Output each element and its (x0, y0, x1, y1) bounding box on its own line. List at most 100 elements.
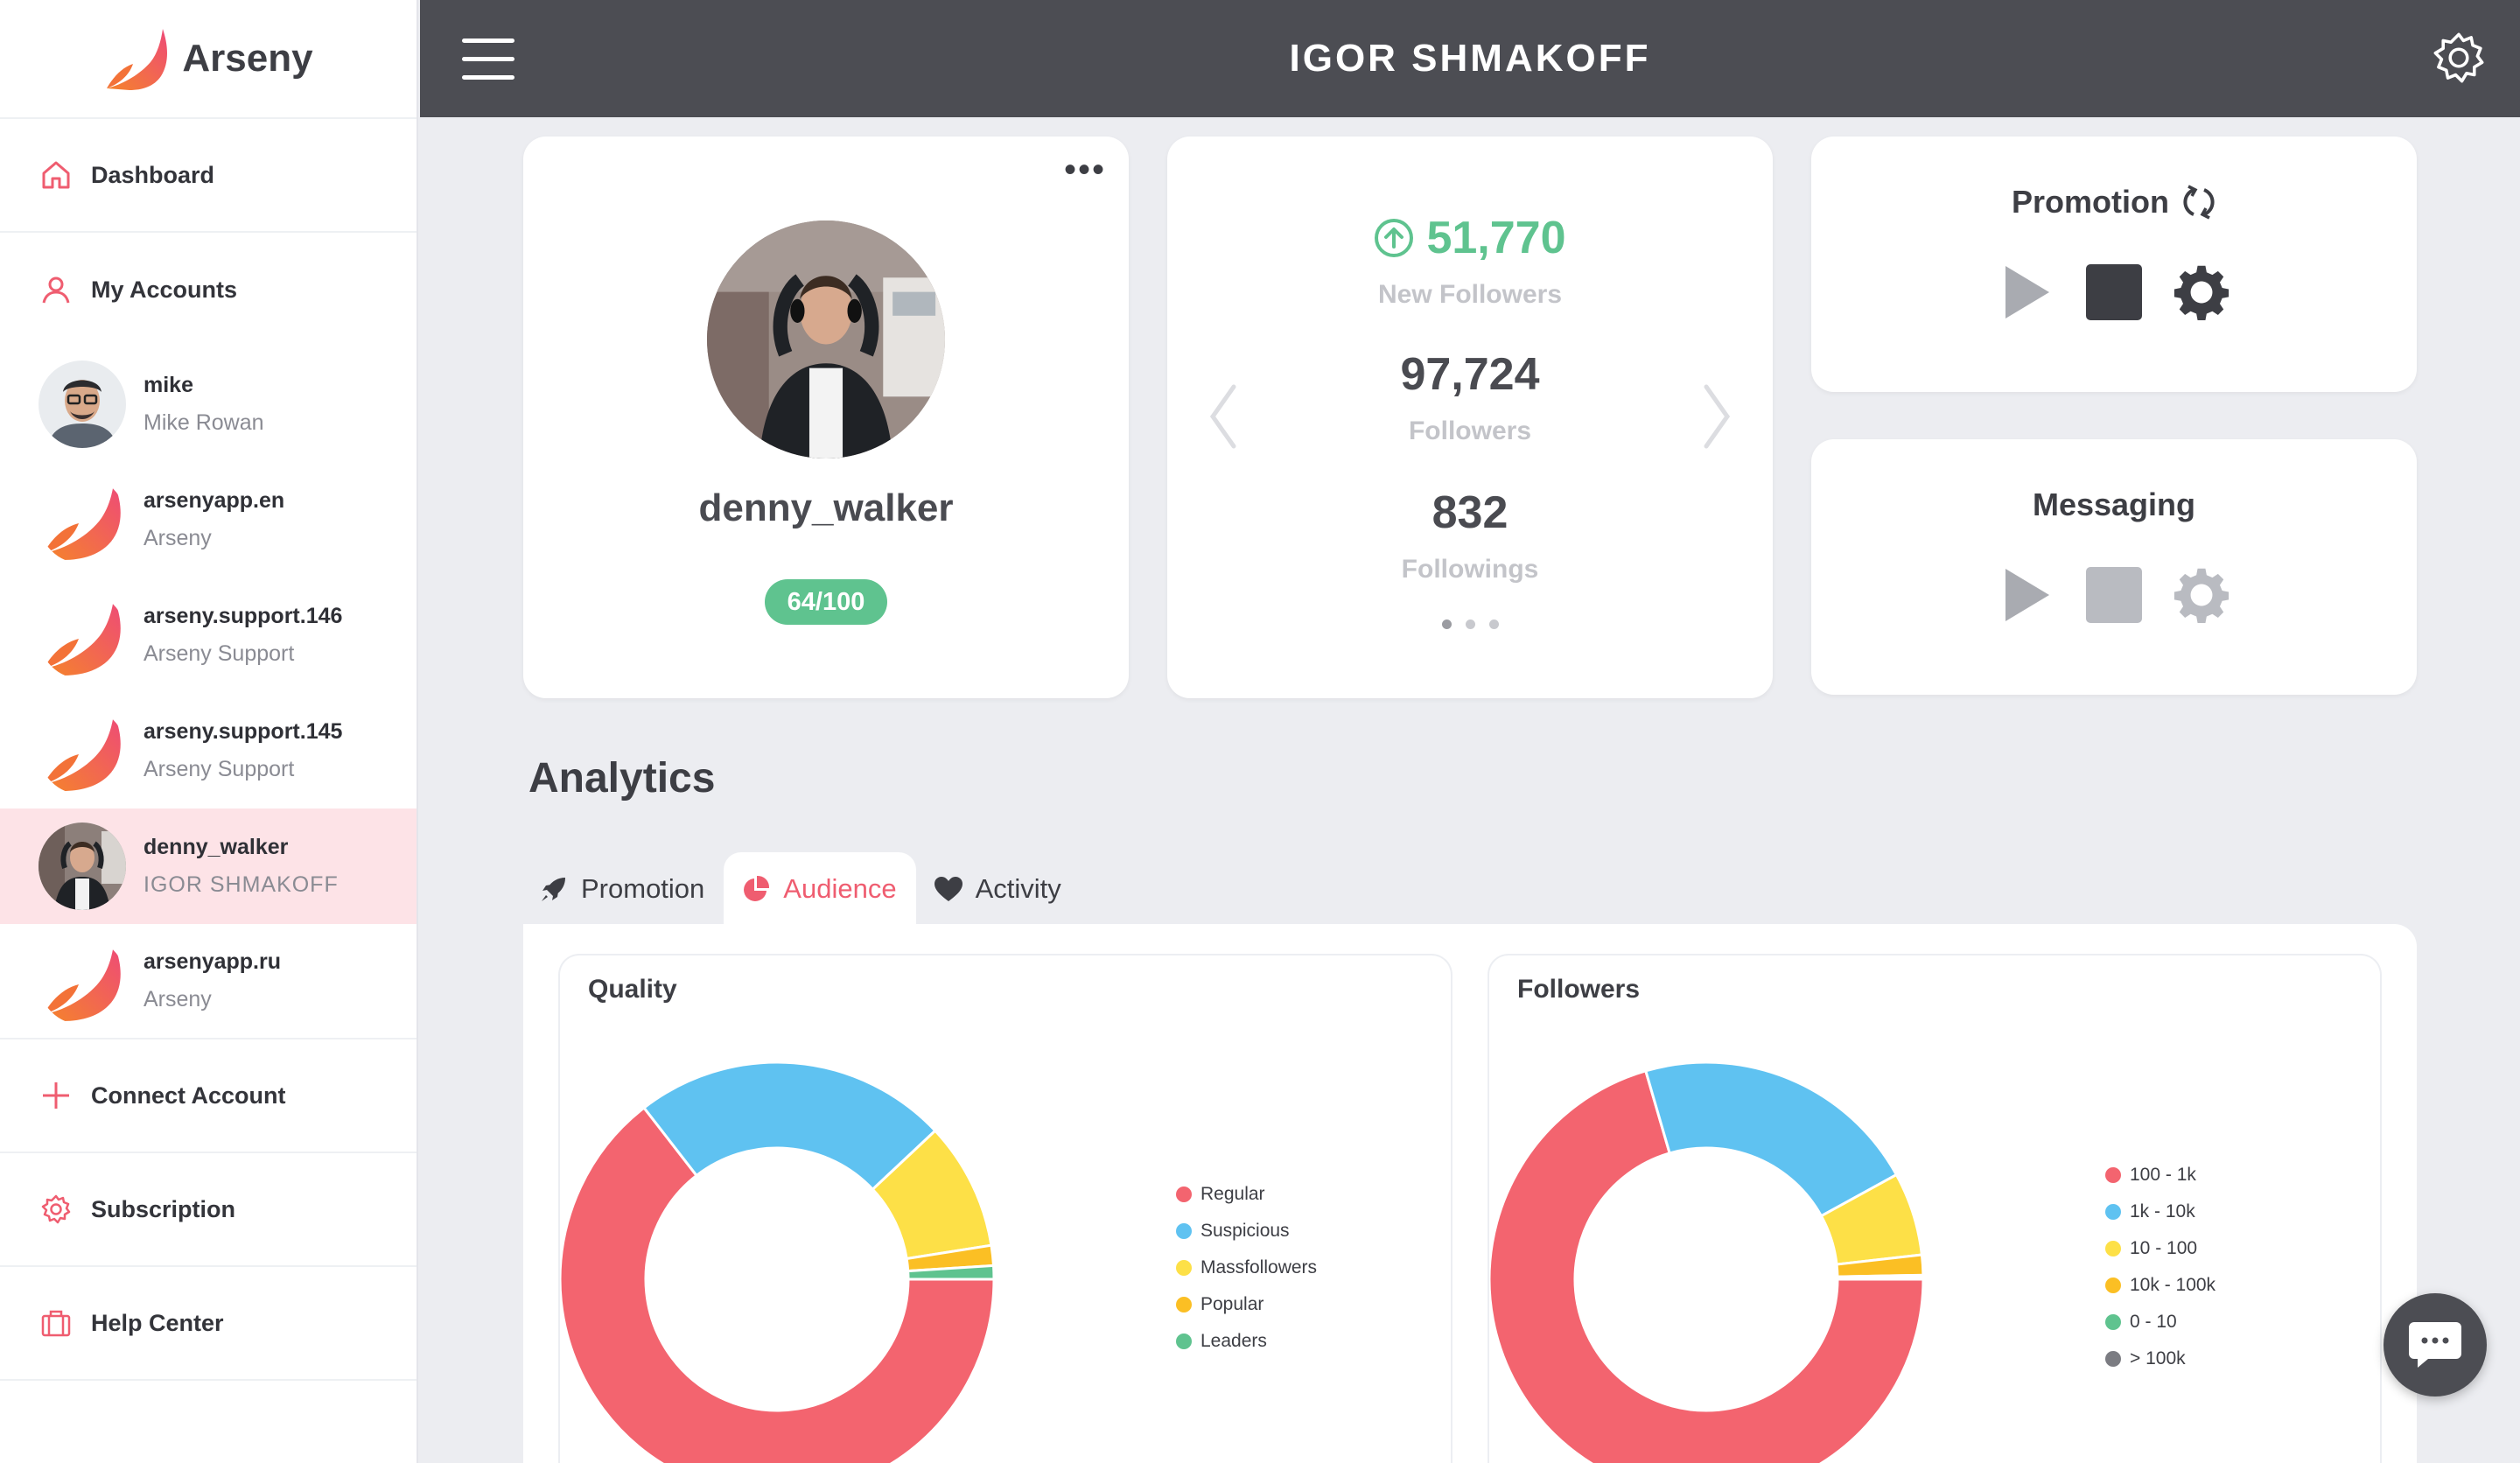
account-username: denny_walker (144, 835, 289, 859)
profile-username: denny_walker (698, 486, 954, 529)
account-username: arseny.support.145 (144, 719, 343, 744)
legend-label: 10 - 100 (2130, 1238, 2198, 1258)
nav-my-accounts[interactable]: My Accounts (0, 233, 416, 346)
brand-name: Arseny (182, 37, 313, 80)
account-item-arsenyapp-ru[interactable]: arsenyapp.ru Arseny (0, 924, 416, 1040)
legend-label: 100 - 1k (2130, 1165, 2196, 1185)
header-title: IGOR SHMAKOFF (1289, 37, 1651, 80)
donut-slice-100k[interactable] (1836, 1276, 1925, 1281)
account-item-arseny-support-145[interactable]: arseny.support.145 Arseny Support (0, 693, 416, 808)
legend-item-100k[interactable]: > 100k (2105, 1340, 2216, 1377)
tab-promotion[interactable]: Promotion (523, 852, 724, 926)
legend-dot (1176, 1297, 1192, 1312)
legend-label: 0 - 10 (2130, 1312, 2177, 1332)
account-name: Arseny (144, 987, 212, 1012)
score-badge: 64/100 (765, 579, 887, 625)
promotion-play-button[interactable] (1998, 264, 2054, 320)
arseny-logo-icon (38, 476, 126, 564)
legend-label: 10k - 100k (2130, 1275, 2216, 1295)
tab-activity[interactable]: Activity (916, 852, 1081, 926)
user-icon (38, 272, 74, 307)
nav-help-center[interactable]: Help Center (0, 1267, 416, 1381)
donut-slice-leaders[interactable] (906, 1264, 996, 1281)
donut-slice-1k-10k[interactable] (1643, 1060, 1899, 1218)
nav-subscription[interactable]: Subscription (0, 1153, 416, 1267)
legend-dot (2105, 1167, 2121, 1183)
briefcase-icon (38, 1306, 74, 1340)
legend-item-popular[interactable]: Popular (1176, 1286, 1317, 1323)
legend-item-suspicious[interactable]: Suspicious (1176, 1213, 1317, 1250)
legend-item-regular[interactable]: Regular (1176, 1176, 1317, 1213)
promotion-settings-gear-icon[interactable] (2174, 264, 2230, 320)
tab-audience[interactable]: Audience (724, 852, 916, 926)
hamburger-menu-icon[interactable] (462, 38, 514, 80)
legend-label: 1k - 10k (2130, 1201, 2195, 1222)
legend-dot (2105, 1204, 2121, 1220)
legend-item-10k-100k[interactable]: 10k - 100k (2105, 1267, 2216, 1304)
account-item-denny-walker[interactable]: denny_walker IGOR SHMAKOFF (0, 808, 416, 924)
new-followers-label: New Followers (1377, 280, 1563, 309)
followers-chart: Followers 100 - 1k 1k - 10k 10 - 100 10k - … (1488, 954, 2382, 1463)
nav-my-accounts-label: My Accounts (91, 276, 238, 303)
chevron-left-icon[interactable] (1206, 382, 1241, 452)
profile-card: ••• denny_walker 64/100 (523, 136, 1129, 698)
account-name: Mike Rowan (144, 410, 264, 435)
account-username: arsenyapp.en (144, 488, 285, 513)
account-name: IGOR SHMAKOFF (144, 872, 339, 897)
donut-slice-100-1k[interactable] (1489, 1068, 1925, 1463)
promotion-card: Promotion (1811, 136, 2417, 392)
brand[interactable]: Arseny (0, 0, 416, 119)
legend-item-100-1k[interactable]: 100 - 1k (2105, 1157, 2216, 1194)
chart-title: Quality (588, 975, 677, 1004)
followers-value: 97,724 (1400, 349, 1540, 400)
account-item-arseny-support-146[interactable]: arseny.support.146 Arseny Support (0, 578, 416, 693)
pie-chart-icon (744, 875, 770, 901)
donut-slice-suspicious[interactable] (641, 1060, 937, 1192)
tab-audience-label: Audience (783, 873, 897, 904)
pager-dot[interactable] (1488, 620, 1499, 629)
settings-gear-icon[interactable] (2431, 30, 2487, 86)
legend-item-10-100[interactable]: 10 - 100 (2105, 1230, 2216, 1267)
arseny-logo-icon (38, 937, 126, 1025)
carousel-pager (1167, 620, 1773, 629)
top-header: IGOR SHMAKOFF (420, 0, 2520, 117)
legend-item-0-10[interactable]: 0 - 10 (2105, 1304, 2216, 1340)
more-options-icon[interactable]: ••• (1063, 150, 1106, 189)
legend-item-1k-10k[interactable]: 1k - 10k (2105, 1194, 2216, 1230)
arseny-logo-icon (38, 592, 126, 679)
avatar (38, 360, 126, 448)
avatar (38, 822, 126, 910)
account-item-arsenyapp-en[interactable]: arsenyapp.en Arseny (0, 462, 416, 578)
quality-chart: Quality Regular Suspicious Massfollowers Po… (558, 954, 1452, 1463)
stats-card: 51,770 New Followers 97,724 Followers 83… (1167, 136, 1773, 698)
messaging-settings-gear-icon[interactable] (2174, 567, 2230, 623)
messaging-stop-button[interactable] (2086, 567, 2142, 623)
donut-slice-regular[interactable] (560, 1105, 996, 1463)
nav-dashboard[interactable]: Dashboard (0, 119, 416, 233)
chevron-right-icon[interactable] (1699, 382, 1734, 452)
home-icon (38, 158, 74, 192)
legend-item-massfollowers[interactable]: Massfollowers (1176, 1250, 1317, 1286)
tab-activity-label: Activity (975, 873, 1061, 904)
account-username: arsenyapp.ru (144, 949, 282, 974)
account-item-mike[interactable]: mike Mike Rowan (0, 346, 416, 462)
messaging-card: Messaging (1811, 439, 2417, 695)
new-followers-stat: 51,770 (1167, 212, 1773, 264)
messaging-play-button[interactable] (1998, 567, 2054, 623)
legend-label: Leaders (1200, 1331, 1267, 1351)
legend-dot (1176, 1186, 1192, 1202)
account-name: Arseny (144, 526, 212, 550)
pager-dot[interactable] (1441, 620, 1452, 629)
analytics-tabs: Promotion Audience Activity (523, 852, 1081, 926)
refresh-icon[interactable] (2181, 185, 2216, 220)
promotion-stop-button[interactable] (2086, 264, 2142, 320)
account-name: Arseny Support (144, 757, 295, 781)
pager-dot[interactable] (1465, 620, 1475, 629)
legend-label: Regular (1200, 1184, 1265, 1204)
nav-connect-account[interactable]: Connect Account (0, 1040, 416, 1153)
arseny-logo-icon (38, 707, 126, 794)
legend-dot (2105, 1351, 2121, 1367)
promotion-title: Promotion (1811, 184, 2417, 220)
legend-item-leaders[interactable]: Leaders (1176, 1323, 1317, 1360)
chat-button[interactable] (2384, 1293, 2487, 1396)
